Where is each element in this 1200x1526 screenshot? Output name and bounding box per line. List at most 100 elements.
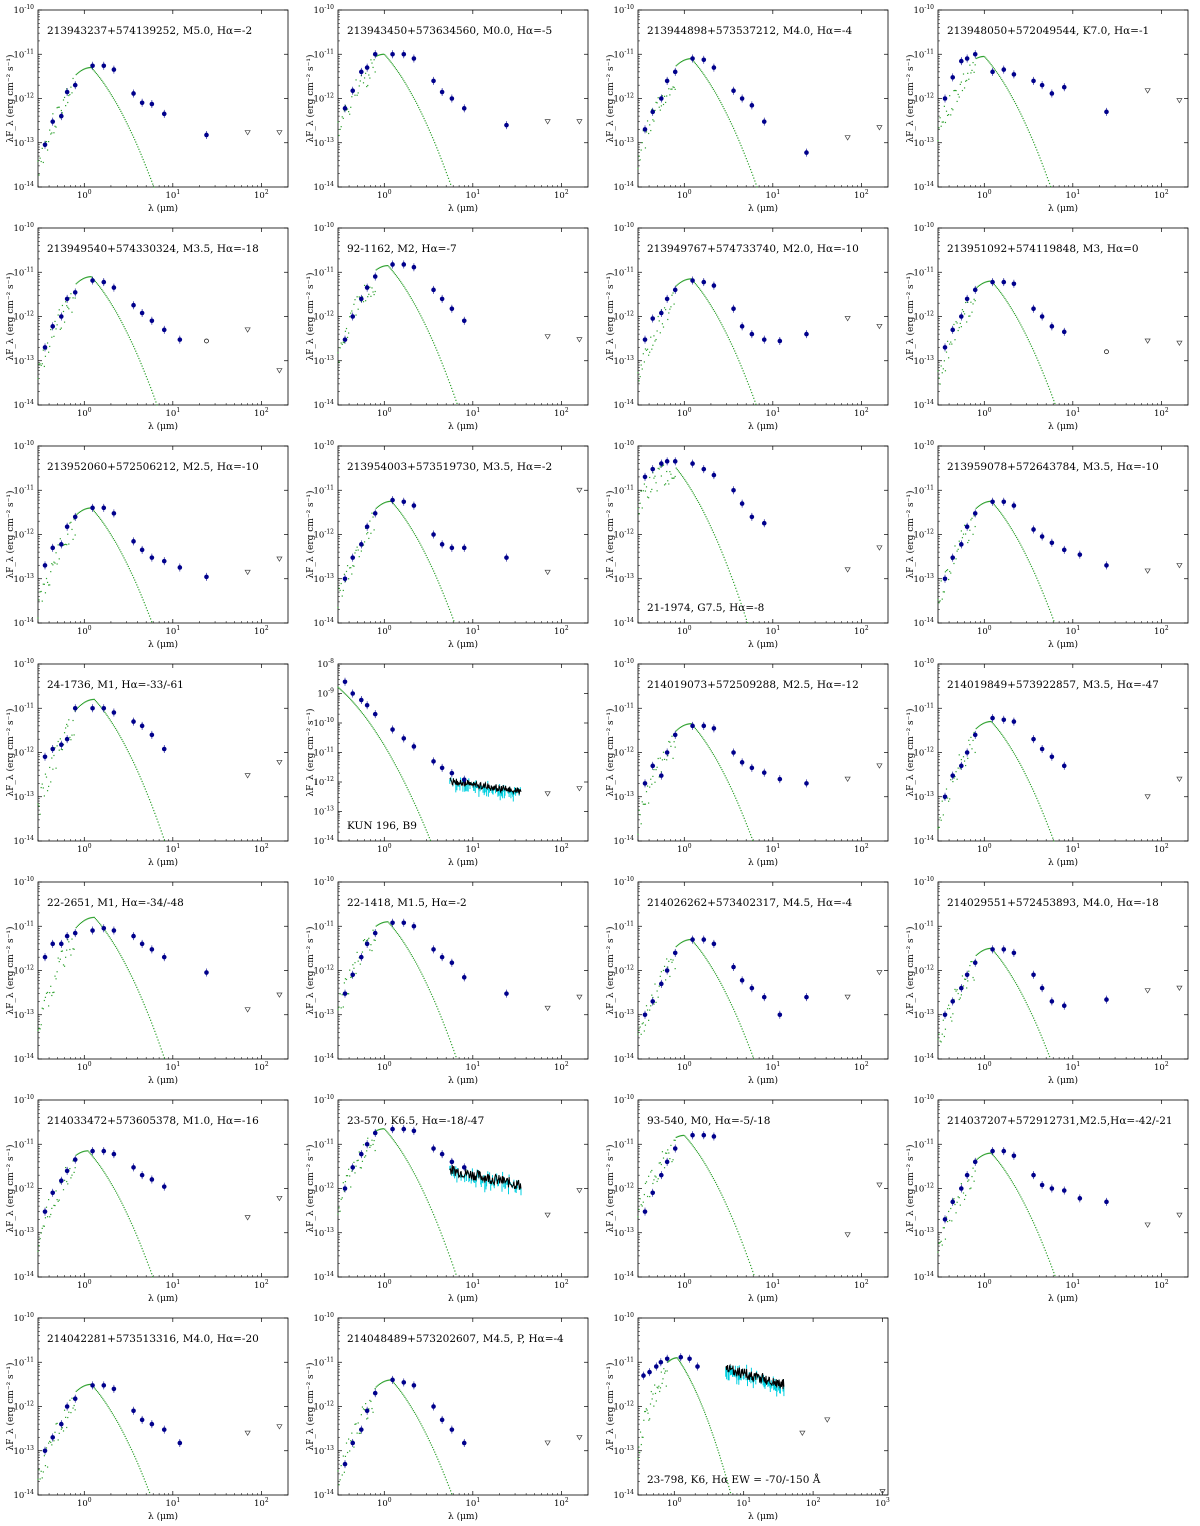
model-point (343, 342, 344, 343)
model-point (428, 1202, 429, 1203)
photometry-point (350, 691, 355, 696)
model-point (725, 330, 726, 331)
model-point (649, 352, 650, 353)
model-point (745, 155, 746, 156)
model-point (1005, 520, 1006, 521)
model-point (994, 68, 995, 69)
model-point (977, 507, 978, 508)
model-point (650, 337, 651, 338)
photometry-point (101, 706, 106, 711)
model-point (136, 144, 137, 145)
photometry-point (804, 150, 809, 155)
model-point (101, 1168, 102, 1169)
photometry-point (1012, 281, 1017, 286)
photometry-point (65, 1169, 70, 1174)
model-point (749, 831, 750, 832)
model-point (152, 807, 153, 808)
model-point (735, 1013, 736, 1014)
model-point (670, 306, 671, 307)
model-point (431, 337, 432, 338)
model-point (88, 1151, 89, 1152)
model-point (1030, 1011, 1031, 1012)
photometry-point (204, 133, 209, 138)
model-point (1011, 975, 1012, 976)
model-point (691, 489, 692, 490)
model-point (139, 1243, 140, 1244)
model-point (438, 152, 439, 153)
x-tick-label: 102 (1154, 843, 1169, 855)
model-point (428, 331, 429, 332)
model-point (113, 307, 114, 308)
model-point (379, 737, 380, 738)
y-tick-label: 10-10 (314, 222, 335, 234)
model-point (151, 621, 152, 622)
model-point (958, 549, 959, 550)
model-point (667, 319, 668, 320)
photometry-point (762, 995, 767, 1000)
model-point (115, 310, 116, 311)
model-point (737, 802, 738, 803)
y-tick-label: 10-9 (317, 688, 334, 700)
model-point (1034, 793, 1035, 794)
model-point (148, 1264, 149, 1265)
x-tick-label: 101 (165, 625, 180, 637)
photometry-point (50, 546, 55, 551)
model-point (364, 285, 365, 286)
model-point (393, 1139, 394, 1140)
model-point (1002, 962, 1003, 963)
model-point (136, 1235, 137, 1236)
x-axis-label: λ (μm) (748, 639, 778, 650)
model-point (395, 505, 396, 506)
model-point (1016, 105, 1017, 106)
model-point (968, 740, 969, 741)
model-point (421, 113, 422, 114)
model-point (127, 564, 128, 565)
model-point (58, 1201, 59, 1202)
photometry-point (659, 773, 664, 778)
model-point (364, 77, 365, 78)
model-point (408, 949, 409, 950)
photometry-point (973, 288, 978, 293)
model-point (1044, 1042, 1045, 1043)
model-point (391, 269, 392, 270)
model-point (378, 924, 379, 925)
model-point (985, 502, 986, 503)
panel-title: 214029551+572453893, M4.0, Hα=-18 (947, 897, 1159, 909)
model-point (688, 58, 689, 59)
model-point (78, 1153, 79, 1154)
x-tick-label: 100 (77, 843, 92, 855)
model-point (83, 278, 84, 279)
model-point (84, 920, 85, 921)
x-axis-label: λ (μm) (1048, 203, 1078, 214)
model-point (984, 56, 985, 57)
model-point (348, 578, 349, 579)
model-point (154, 1031, 155, 1032)
model-point (440, 360, 441, 361)
model-point (358, 92, 359, 93)
x-tick-label: 101 (765, 625, 780, 637)
model-point (423, 1192, 424, 1193)
model-point (37, 804, 38, 805)
model-point (952, 109, 953, 110)
model-point (747, 381, 748, 382)
model-point (102, 290, 103, 291)
model-point (161, 830, 162, 831)
model-point (997, 728, 998, 729)
model-point (129, 1218, 130, 1219)
model-point (947, 569, 948, 570)
y-tick-label: 10-14 (914, 181, 935, 193)
model-point (342, 344, 343, 345)
upper-limit-marker (545, 792, 550, 796)
model-point (123, 557, 124, 558)
model-point (433, 139, 434, 140)
model-point (727, 779, 728, 780)
model-point (1049, 183, 1050, 184)
model-point (1015, 982, 1016, 983)
model-point (961, 994, 962, 995)
x-tick-label: 101 (1065, 1061, 1080, 1073)
model-point (1015, 535, 1016, 536)
model-point (135, 1232, 136, 1233)
model-point (694, 942, 695, 943)
